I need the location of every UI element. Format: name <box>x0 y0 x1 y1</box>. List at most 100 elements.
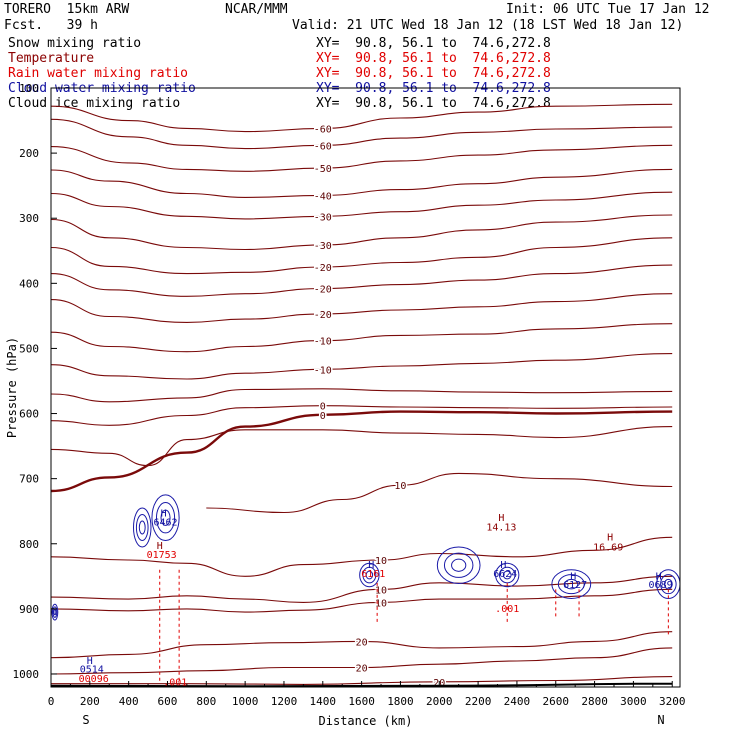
field-name-cloud-ice: Cloud ice mixing ratio <box>8 96 181 111</box>
isotherm-label: 0 <box>320 411 326 422</box>
isotherm-line <box>50 191 673 220</box>
isotherm-line <box>50 103 673 133</box>
x-tick-label: 600 <box>158 695 178 708</box>
field-xy-rain: XY= 90.8, 56.1 to 74.6,272.8 <box>316 66 551 81</box>
isotherm-line <box>206 472 673 514</box>
cloud-water-contour <box>151 494 180 542</box>
isotherm-line <box>50 237 673 275</box>
isotherm-label: -60 <box>314 141 332 152</box>
center-label: NCAR/MMM <box>225 2 288 17</box>
isotherm-line <box>50 647 673 675</box>
isotherm-label: -10 <box>314 365 332 376</box>
cloud-water-contour <box>160 509 171 526</box>
y-tick-label: 600 <box>19 408 39 421</box>
cloud-water-contour <box>663 578 673 590</box>
isotherm-line <box>50 388 673 403</box>
chart-annotation: 16.69 <box>593 542 623 553</box>
isotherm-line <box>50 214 673 251</box>
field-xy-snow: XY= 90.8, 56.1 to 74.6,272.8 <box>316 36 551 51</box>
isotherm-label: -20 <box>314 263 332 274</box>
cloud-water-contour <box>52 606 58 618</box>
isotherm-line <box>50 118 673 150</box>
cloud-water-contour <box>443 552 474 578</box>
chart-annotation: 14.13 <box>486 523 516 534</box>
x-tick-label: 0 <box>48 695 55 708</box>
x-tick-label: 1400 <box>310 695 337 708</box>
cloud-water-contour <box>359 562 380 588</box>
x-tick-label: 2000 <box>426 695 453 708</box>
field-name-snow: Snow mixing ratio <box>8 36 142 51</box>
x-tick-label: 2800 <box>581 695 608 708</box>
x-end-label-left: S <box>82 713 89 727</box>
chart-annotation: H <box>656 572 662 583</box>
x-tick-label: 1000 <box>232 695 259 708</box>
cloud-water-contour <box>365 570 374 580</box>
y-tick-label: 700 <box>19 473 39 486</box>
chart-annotation: .001 <box>495 604 519 615</box>
isotherm-line <box>50 631 673 659</box>
y-tick-label: 900 <box>19 603 39 616</box>
cloud-water-contour <box>436 546 481 584</box>
chart-annotation: 6624 <box>493 569 517 580</box>
cloud-water-contour <box>564 578 579 590</box>
x-tick-label: 200 <box>80 695 100 708</box>
isotherm-label: 20 <box>356 663 368 674</box>
x-tick-label: 2600 <box>543 695 570 708</box>
chart-annotation: 6127 <box>563 580 587 591</box>
y-tick-label: 100 <box>19 82 39 95</box>
isotherm-label: 10 <box>375 585 387 596</box>
chart-annotation: H <box>498 513 504 524</box>
isotherm-label: 10 <box>394 481 406 492</box>
cloud-water-contour <box>51 603 59 621</box>
cloud-water-contour <box>451 558 467 572</box>
cloud-water-contour <box>557 574 585 595</box>
cloud-water-contour <box>133 507 152 548</box>
cloud-water-contour <box>362 566 377 584</box>
isotherm-label: -60 <box>314 124 332 135</box>
isotherm-label: -20 <box>314 310 332 321</box>
isotherm-label: -10 <box>314 337 332 348</box>
field-name-temperature: Temperature <box>8 51 95 66</box>
isotherm-label: 0 <box>320 402 326 413</box>
cloud-water-contour <box>135 513 149 542</box>
chart-annotation: H <box>87 656 93 667</box>
chart-annotation: .001 <box>163 678 187 689</box>
valid-time: Valid: 21 UTC Wed 18 Jan 12 (18 LST Wed … <box>292 18 684 33</box>
isotherm-line <box>51 676 673 685</box>
chart-annotation: H <box>570 572 576 583</box>
isotherm-line <box>50 353 673 380</box>
chart-annotation: H <box>607 533 613 544</box>
cloud-water-contour <box>502 570 512 580</box>
x-tick-label: 3000 <box>620 695 647 708</box>
isotherm-label: -40 <box>314 191 332 202</box>
y-tick-label: 800 <box>19 538 39 551</box>
isotherm-line <box>50 293 673 323</box>
cloud-water-contour <box>53 609 57 616</box>
chart-annotation: 0689 <box>649 580 673 591</box>
cloud-water-contour <box>155 502 176 534</box>
isotherm-label: -30 <box>314 212 332 223</box>
x-tick-label: 3200 <box>659 695 686 708</box>
isotherm-line <box>50 168 673 198</box>
surface-line <box>50 682 673 688</box>
x-end-label-right: N <box>657 713 664 727</box>
y-tick-label: 200 <box>19 147 39 160</box>
x-tick-label: 400 <box>119 695 139 708</box>
isotherm-label: -50 <box>314 164 332 175</box>
x-tick-label: 1200 <box>271 695 298 708</box>
chart-annotation: H <box>368 560 374 571</box>
cloud-water-contour <box>495 562 520 588</box>
cloud-water-contour <box>660 574 677 595</box>
model-title: TORERO 15km ARW <box>4 2 130 17</box>
isotherm-line <box>50 405 673 426</box>
isotherm-line <box>50 144 673 172</box>
y-axis-title: Pressure (hPa) <box>5 337 19 438</box>
x-tick-label: 1600 <box>348 695 375 708</box>
y-tick-label: 300 <box>19 212 39 225</box>
cloud-water-contour <box>551 569 592 599</box>
isotherm-label: -20 <box>314 285 332 296</box>
isotherm-label: 10 <box>375 556 387 567</box>
y-tick-label: 500 <box>19 342 39 355</box>
x-tick-label: 2200 <box>465 695 492 708</box>
